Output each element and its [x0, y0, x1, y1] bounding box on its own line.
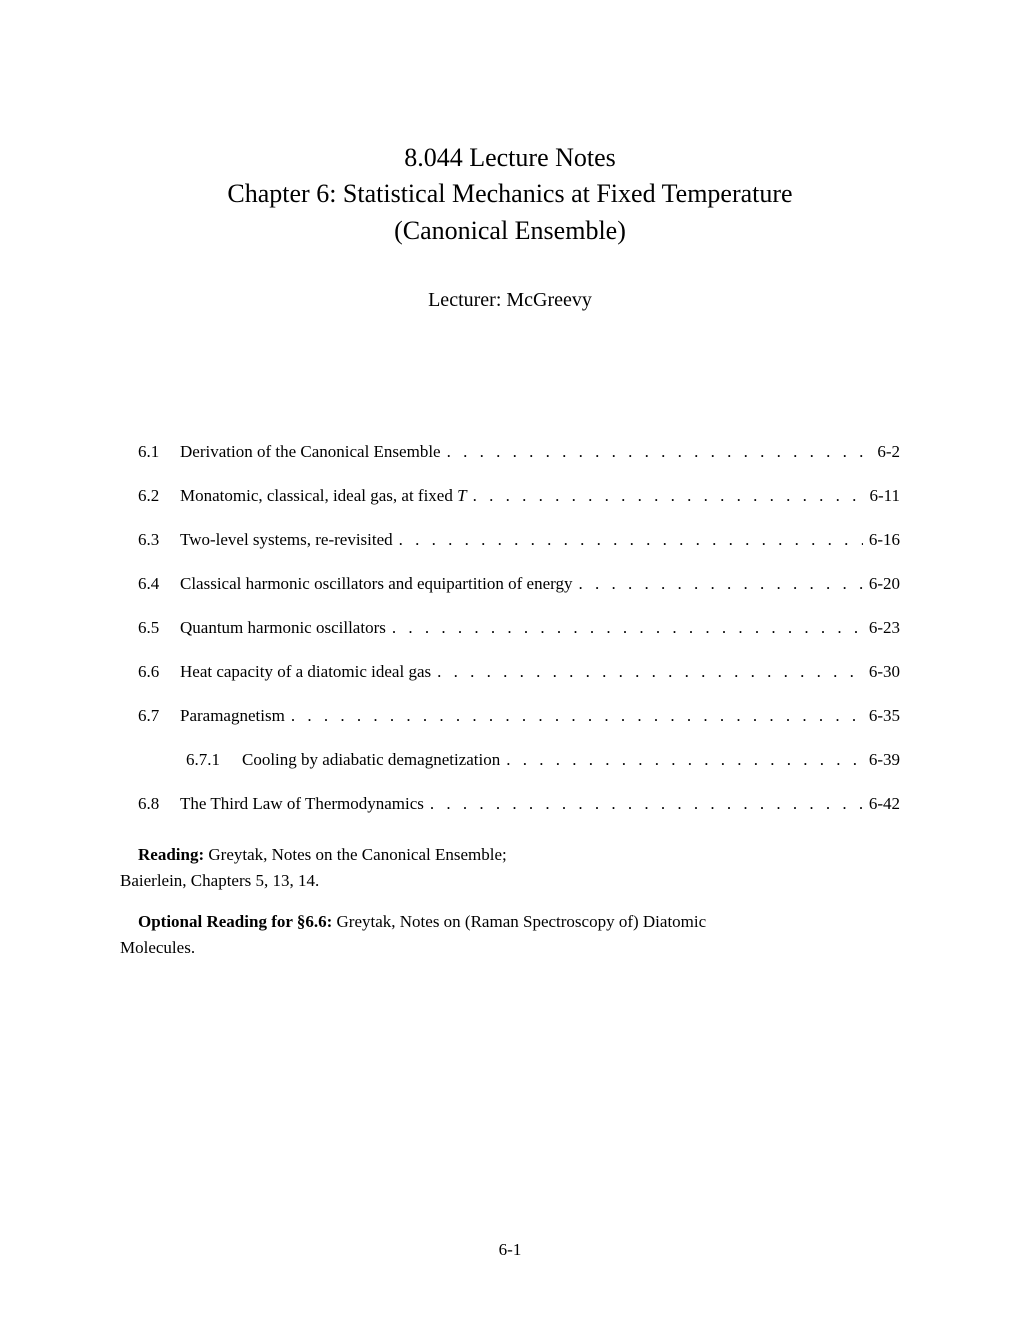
toc-title: Derivation of the Canonical Ensemble	[180, 442, 441, 462]
toc-title: Paramagnetism	[180, 706, 285, 726]
toc-entry: 6.3 Two-level systems, re-revisited . . …	[138, 530, 900, 550]
toc-title: Monatomic, classical, ideal gas, at fixe…	[180, 486, 467, 506]
reading-text: Greytak, Notes on the Canonical Ensemble…	[204, 845, 507, 864]
toc-page: 6-16	[863, 530, 900, 550]
toc-entry: 6.1 Derivation of the Canonical Ensemble…	[138, 442, 900, 462]
toc-entry: 6.7 Paramagnetism . . . . . . . . . . . …	[138, 706, 900, 726]
reading-text-cont: Molecules.	[102, 935, 195, 961]
reading-paragraph-2: Optional Reading for §6.6: Greytak, Note…	[120, 909, 900, 960]
toc-dots: . . . . . . . . . . . . . . . . . . . . …	[500, 750, 863, 770]
toc-number: 6.8	[138, 794, 180, 814]
title-line-1: 8.044 Lecture Notes	[120, 140, 900, 176]
toc-title: Heat capacity of a diatomic ideal gas	[180, 662, 431, 682]
toc-dots: . . . . . . . . . . . . . . . . . . . . …	[386, 618, 863, 638]
toc-page: 6-2	[871, 442, 900, 462]
toc-number: 6.1	[138, 442, 180, 462]
toc-title-italic: T	[457, 486, 466, 505]
toc-number: 6.4	[138, 574, 180, 594]
toc-entry: 6.4 Classical harmonic oscillators and e…	[138, 574, 900, 594]
reading-paragraph-1: Reading: Greytak, Notes on the Canonical…	[120, 842, 900, 893]
toc-number: 6.3	[138, 530, 180, 550]
toc-page: 6-35	[863, 706, 900, 726]
toc-entry: 6.5 Quantum harmonic oscillators . . . .…	[138, 618, 900, 638]
toc-title: Two-level systems, re-revisited	[180, 530, 393, 550]
toc-title: Quantum harmonic oscillators	[180, 618, 386, 638]
toc-title: The Third Law of Thermodynamics	[180, 794, 424, 814]
reading-text-cont: Baierlein, Chapters 5, 13, 14.	[102, 868, 319, 894]
toc-page: 6-20	[863, 574, 900, 594]
toc-entry-sub: 6.7.1 Cooling by adiabatic demagnetizati…	[186, 750, 900, 770]
table-of-contents: 6.1 Derivation of the Canonical Ensemble…	[138, 442, 900, 814]
toc-page: 6-23	[863, 618, 900, 638]
toc-dots: . . . . . . . . . . . . . . . . . . . . …	[441, 442, 872, 462]
toc-dots: . . . . . . . . . . . . . . . . . . . . …	[424, 794, 863, 814]
toc-page: 6-39	[863, 750, 900, 770]
toc-number: 6.6	[138, 662, 180, 682]
page-number: 6-1	[0, 1240, 1020, 1260]
title-line-2: Chapter 6: Statistical Mechanics at Fixe…	[120, 176, 900, 212]
title-block: 8.044 Lecture Notes Chapter 6: Statistic…	[120, 140, 900, 249]
toc-entry: 6.8 The Third Law of Thermodynamics . . …	[138, 794, 900, 814]
toc-dots: . . . . . . . . . . . . . . . . . . . . …	[285, 706, 863, 726]
toc-dots: . . . . . . . . . . . . . . . . . . . . …	[572, 574, 862, 594]
reading-section: Reading: Greytak, Notes on the Canonical…	[120, 842, 900, 960]
toc-page: 6-30	[863, 662, 900, 682]
toc-number: 6.7	[138, 706, 180, 726]
lecturer: Lecturer: McGreevy	[120, 289, 900, 312]
toc-entry: 6.6 Heat capacity of a diatomic ideal ga…	[138, 662, 900, 682]
toc-page: 6-11	[863, 486, 900, 506]
reading-label: Optional Reading for §6.6:	[138, 912, 332, 931]
toc-dots: . . . . . . . . . . . . . . . . . . . . …	[431, 662, 863, 682]
toc-title: Cooling by adiabatic demagnetization	[242, 750, 500, 770]
reading-label: Reading:	[138, 845, 204, 864]
toc-title-pre: Monatomic, classical, ideal gas, at fixe…	[180, 486, 457, 505]
toc-number: 6.5	[138, 618, 180, 638]
toc-page: 6-42	[863, 794, 900, 814]
toc-title: Classical harmonic oscillators and equip…	[180, 574, 572, 594]
toc-number: 6.2	[138, 486, 180, 506]
toc-dots: . . . . . . . . . . . . . . . . . . . . …	[467, 486, 864, 506]
toc-dots: . . . . . . . . . . . . . . . . . . . . …	[393, 530, 863, 550]
toc-number: 6.7.1	[186, 750, 242, 770]
title-line-3: (Canonical Ensemble)	[120, 213, 900, 249]
reading-text: Greytak, Notes on (Raman Spectroscopy of…	[332, 912, 706, 931]
toc-entry: 6.2 Monatomic, classical, ideal gas, at …	[138, 486, 900, 506]
